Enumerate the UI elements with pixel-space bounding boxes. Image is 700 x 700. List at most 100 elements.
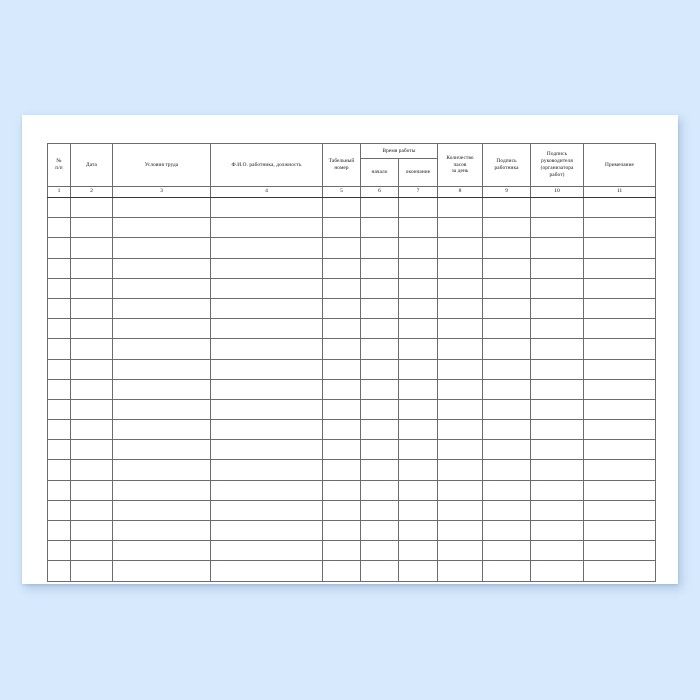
table-cell[interactable] <box>47 358 71 380</box>
table-row[interactable] <box>47 358 657 380</box>
table-cell[interactable] <box>112 297 211 320</box>
table-cell[interactable] <box>583 358 657 380</box>
table-cell[interactable] <box>397 358 439 380</box>
table-cell[interactable] <box>47 217 71 239</box>
table-cell[interactable] <box>70 479 113 501</box>
table-cell[interactable] <box>112 257 211 279</box>
table-cell[interactable] <box>210 297 323 320</box>
table-cell[interactable] <box>360 540 399 562</box>
table-cell[interactable] <box>397 398 439 421</box>
table-cell[interactable] <box>530 459 585 481</box>
table-cell[interactable] <box>482 419 532 441</box>
table-cell[interactable] <box>210 560 323 582</box>
table-cell[interactable] <box>210 540 323 562</box>
table-cell[interactable] <box>397 257 439 279</box>
table-cell[interactable] <box>112 499 211 522</box>
table-cell[interactable] <box>47 419 71 441</box>
table-cell[interactable] <box>437 560 484 582</box>
table-cell[interactable] <box>583 459 657 481</box>
table-cell[interactable] <box>482 318 532 340</box>
table-cell[interactable] <box>437 479 484 501</box>
table-cell[interactable] <box>210 419 323 441</box>
table-cell[interactable] <box>437 540 484 562</box>
table-cell[interactable] <box>47 378 71 400</box>
table-cell[interactable] <box>322 358 361 380</box>
table-cell[interactable] <box>530 499 585 522</box>
table-cell[interactable] <box>210 196 323 219</box>
table-cell[interactable] <box>530 439 585 461</box>
table-cell[interactable] <box>360 217 399 239</box>
table-cell[interactable] <box>482 297 532 320</box>
table-cell[interactable] <box>530 196 585 219</box>
table-cell[interactable] <box>210 237 323 259</box>
table-row[interactable] <box>47 277 657 299</box>
table-cell[interactable] <box>112 479 211 501</box>
table-cell[interactable] <box>47 479 71 501</box>
table-cell[interactable] <box>530 358 585 380</box>
table-cell[interactable] <box>210 318 323 340</box>
table-cell[interactable] <box>112 277 211 299</box>
table-cell[interactable] <box>437 318 484 340</box>
table-cell[interactable] <box>437 338 484 360</box>
table-cell[interactable] <box>530 398 585 421</box>
table-cell[interactable] <box>360 338 399 360</box>
table-cell[interactable] <box>530 237 585 259</box>
table-cell[interactable] <box>322 540 361 562</box>
table-cell[interactable] <box>482 378 532 400</box>
table-cell[interactable] <box>437 459 484 481</box>
table-cell[interactable] <box>360 419 399 441</box>
table-cell[interactable] <box>112 378 211 400</box>
table-cell[interactable] <box>322 237 361 259</box>
table-cell[interactable] <box>397 338 439 360</box>
table-row[interactable] <box>47 257 657 279</box>
table-cell[interactable] <box>583 217 657 239</box>
table-cell[interactable] <box>482 398 532 421</box>
table-cell[interactable] <box>47 338 71 360</box>
table-cell[interactable] <box>70 196 113 219</box>
table-cell[interactable] <box>583 419 657 441</box>
table-row[interactable] <box>47 439 657 461</box>
table-cell[interactable] <box>47 257 71 279</box>
table-cell[interactable] <box>70 358 113 380</box>
table-cell[interactable] <box>397 519 439 542</box>
table-cell[interactable] <box>397 297 439 320</box>
table-cell[interactable] <box>482 196 532 219</box>
table-cell[interactable] <box>70 439 113 461</box>
table-cell[interactable] <box>437 277 484 299</box>
table-cell[interactable] <box>482 338 532 360</box>
table-cell[interactable] <box>210 217 323 239</box>
table-cell[interactable] <box>397 479 439 501</box>
table-cell[interactable] <box>360 297 399 320</box>
table-cell[interactable] <box>322 196 361 219</box>
table-cell[interactable] <box>360 196 399 219</box>
table-cell[interactable] <box>583 257 657 279</box>
table-row[interactable] <box>47 499 657 522</box>
table-cell[interactable] <box>360 277 399 299</box>
table-cell[interactable] <box>397 439 439 461</box>
table-cell[interactable] <box>112 439 211 461</box>
table-cell[interactable] <box>360 560 399 582</box>
table-row[interactable] <box>47 378 657 400</box>
table-cell[interactable] <box>583 439 657 461</box>
table-row[interactable] <box>47 318 657 340</box>
table-cell[interactable] <box>70 560 113 582</box>
table-cell[interactable] <box>322 459 361 481</box>
table-cell[interactable] <box>47 297 71 320</box>
table-cell[interactable] <box>530 338 585 360</box>
table-cell[interactable] <box>322 297 361 320</box>
table-row[interactable] <box>47 297 657 320</box>
table-cell[interactable] <box>530 519 585 542</box>
table-cell[interactable] <box>70 378 113 400</box>
table-cell[interactable] <box>47 318 71 340</box>
table-cell[interactable] <box>437 398 484 421</box>
table-cell[interactable] <box>437 499 484 522</box>
table-cell[interactable] <box>437 217 484 239</box>
table-row[interactable] <box>47 237 657 259</box>
table-cell[interactable] <box>322 419 361 441</box>
table-cell[interactable] <box>530 297 585 320</box>
table-row[interactable] <box>47 419 657 441</box>
table-cell[interactable] <box>397 540 439 562</box>
table-cell[interactable] <box>360 479 399 501</box>
table-row[interactable] <box>47 459 657 481</box>
table-cell[interactable] <box>70 540 113 562</box>
